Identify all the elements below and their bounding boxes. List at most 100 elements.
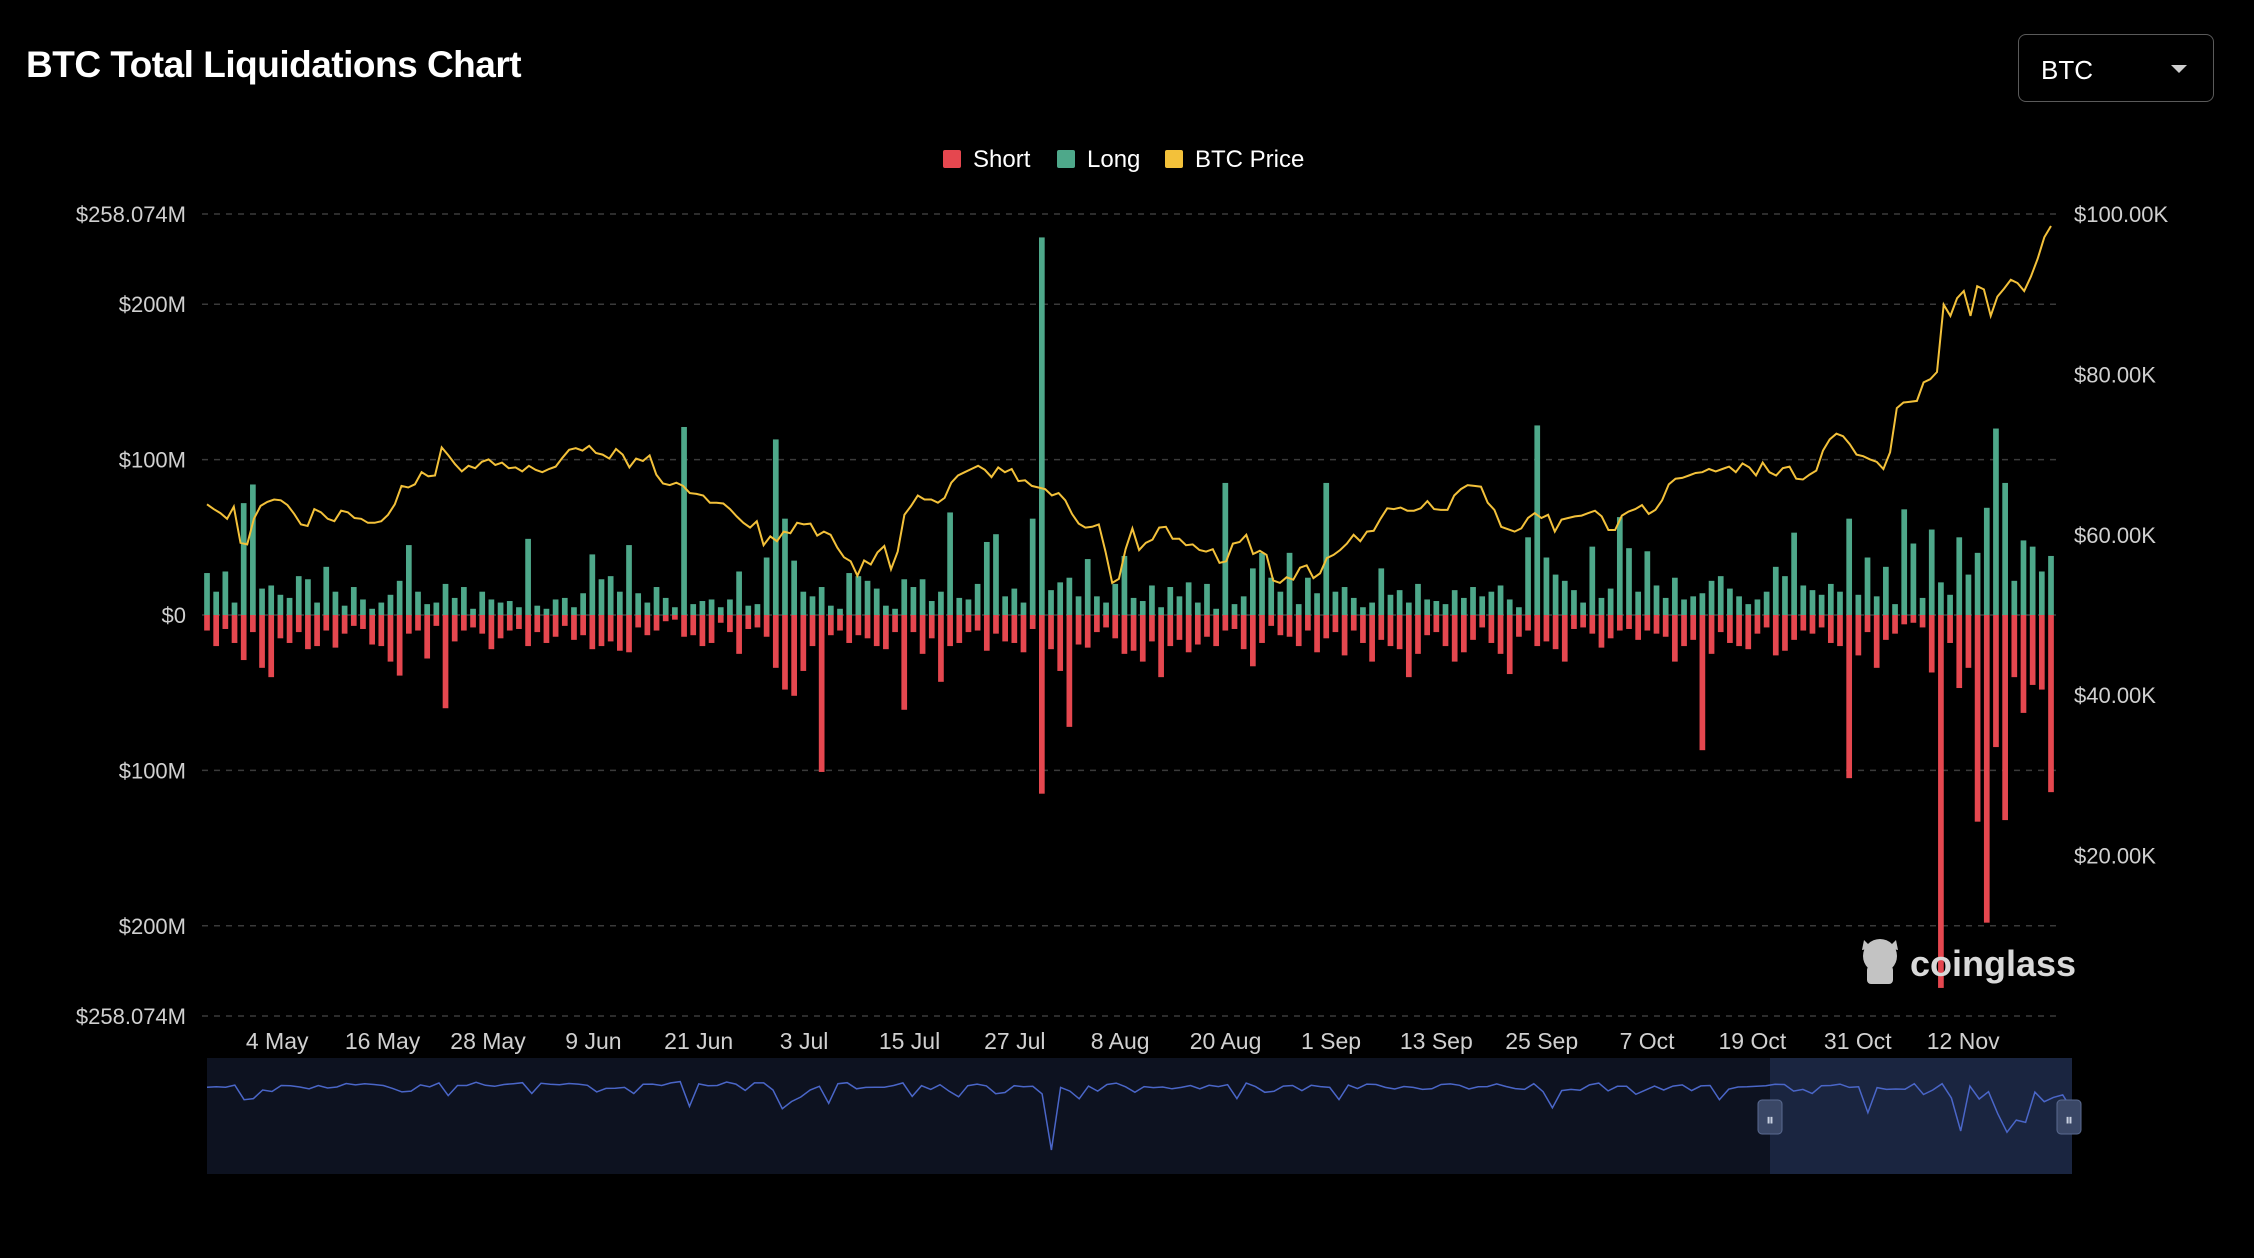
long-bar <box>461 587 467 615</box>
long-bar <box>1433 601 1440 615</box>
page-title: BTC Total Liquidations Chart <box>26 44 522 85</box>
y-left-tick: $100M <box>119 758 186 783</box>
short-bar <box>864 615 871 639</box>
short-bar <box>1589 615 1596 634</box>
short-bar <box>1002 615 1008 642</box>
long-bar <box>1103 602 1109 615</box>
long-bar <box>956 597 963 615</box>
long-bar <box>1415 583 1421 615</box>
short-bar <box>341 615 348 634</box>
long-bar <box>424 604 431 615</box>
short-bar <box>2011 615 2018 678</box>
long-bar <box>800 591 807 615</box>
long-bar <box>791 560 797 615</box>
long-bar <box>1763 591 1770 615</box>
short-bar <box>616 615 623 651</box>
legend-label: Short <box>973 146 1031 173</box>
x-tick: 27 Jul <box>984 1028 1045 1054</box>
long-bar <box>378 602 385 615</box>
long-bar <box>571 607 577 615</box>
short-bar <box>1607 615 1614 639</box>
long-bar <box>1883 566 1889 615</box>
long-bar <box>1699 593 1706 615</box>
long-bar <box>1516 607 1522 615</box>
short-bar <box>1717 615 1724 633</box>
long-bar <box>616 591 623 615</box>
long-bar <box>1424 599 1431 615</box>
short-bar <box>1745 615 1752 650</box>
long-bar <box>1369 602 1375 615</box>
short-bar <box>1048 615 1054 650</box>
short-bar <box>1561 615 1568 662</box>
short-bar <box>268 615 275 678</box>
short-bar <box>1415 615 1421 654</box>
short-bar <box>708 615 715 643</box>
long-bar <box>1259 552 1265 615</box>
long-bar <box>1708 580 1715 615</box>
short-bar <box>1479 615 1486 628</box>
long-bar <box>598 579 605 615</box>
long-bar <box>1965 574 1972 615</box>
short-bar <box>1809 615 1816 634</box>
y-left-tick: $258.074M <box>76 202 186 227</box>
long-bar <box>1672 577 1678 615</box>
long-bar <box>1561 580 1568 615</box>
long-bar <box>1690 596 1697 615</box>
long-bar <box>1717 576 1724 615</box>
short-bar <box>727 615 733 633</box>
short-bar <box>305 615 311 650</box>
long-bar <box>1094 596 1100 615</box>
long-bar <box>910 587 917 615</box>
long-bar <box>1983 507 1990 615</box>
navigator-handle-left[interactable]: ⏸ <box>1757 1099 1783 1135</box>
short-bar <box>1938 615 1944 988</box>
short-bar <box>1727 615 1733 643</box>
short-bar <box>1552 615 1559 650</box>
short-bar <box>1121 615 1128 654</box>
short-bar <box>415 615 421 631</box>
long-bar <box>1754 599 1761 615</box>
long-bar <box>1250 568 1256 615</box>
legend-swatch-short <box>943 150 961 168</box>
short-bar <box>1873 615 1880 668</box>
long-bar <box>763 557 770 615</box>
long-bar <box>828 605 834 615</box>
long-bar <box>442 583 449 615</box>
long-bar <box>561 597 568 615</box>
x-tick: 19 Oct <box>1719 1028 1787 1054</box>
long-bar <box>653 587 660 615</box>
range-navigator[interactable]: ⏸ ⏸ <box>206 1058 2082 1174</box>
long-bar <box>919 579 926 615</box>
long-bar <box>1552 574 1559 615</box>
short-bar <box>1928 615 1935 673</box>
chart-legend[interactable]: Short Long BTC Price <box>943 146 1304 173</box>
long-bar <box>1598 597 1605 615</box>
long-bar <box>1635 591 1642 615</box>
short-bar <box>1461 615 1467 653</box>
short-bar <box>1772 615 1779 656</box>
handle-grip <box>1757 1099 1783 1135</box>
short-bar <box>1855 615 1862 656</box>
long-bar <box>1928 529 1935 615</box>
long-bar <box>1873 596 1880 615</box>
short-bar <box>1057 615 1064 671</box>
short-bar <box>1497 615 1504 654</box>
long-bar <box>1745 604 1752 615</box>
short-bar <box>1213 615 1219 647</box>
short-bar <box>681 615 687 637</box>
short-bar <box>1626 615 1632 629</box>
long-bar <box>488 599 495 615</box>
coin-select-value: BTC <box>2041 55 2093 85</box>
navigator-handle-right[interactable]: ⏸ <box>2056 1099 2082 1135</box>
short-bar <box>250 615 256 633</box>
long-bar <box>708 599 715 615</box>
short-bar <box>1176 615 1183 640</box>
coin-select[interactable]: BTC <box>2018 34 2214 102</box>
short-bar <box>635 615 642 628</box>
long-bar <box>1525 537 1531 615</box>
y-left-tick: $258.074M <box>76 1004 186 1029</box>
long-bar <box>607 576 614 615</box>
long-bar <box>1295 604 1302 615</box>
long-bar <box>314 602 320 615</box>
